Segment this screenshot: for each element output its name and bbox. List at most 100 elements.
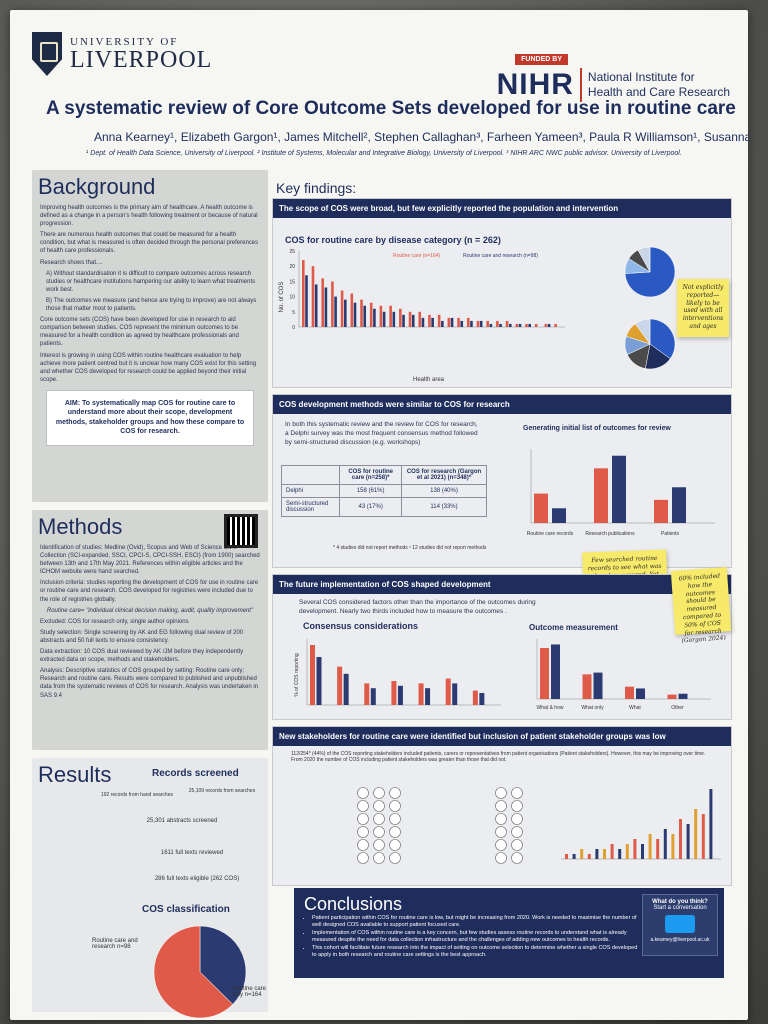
bar <box>437 314 441 327</box>
bar <box>379 305 383 327</box>
bar <box>593 672 603 699</box>
bar <box>428 314 431 327</box>
bar <box>625 686 634 699</box>
bar <box>479 693 485 705</box>
trend-bar <box>648 834 652 859</box>
consensus-title: Consensus considerations <box>303 621 419 631</box>
background-p1: Improving health outcomes is the primary… <box>40 205 258 228</box>
methods-p1: Identification of studies: Medline (Ovid… <box>40 545 260 576</box>
stakeholder-circle <box>357 800 369 812</box>
stakeholder-circle <box>357 813 369 825</box>
authors: Anna Kearney¹, Elizabeth Gargon¹, James … <box>94 130 748 144</box>
university-logo: UNIVERSITY OF LIVERPOOL <box>32 32 212 76</box>
bar <box>334 296 337 327</box>
x-tick-label: What only <box>581 705 604 711</box>
background-p7: Interest is growing in using COS within … <box>40 352 257 383</box>
disease-xlabel: Health area <box>413 377 445 383</box>
stakeholder-circle <box>495 826 507 838</box>
trend-bar <box>663 829 667 859</box>
outcomes-chart-title: Generating initial list of outcomes for … <box>523 425 671 432</box>
bar <box>505 320 509 327</box>
bar <box>445 678 451 705</box>
bar <box>508 323 512 327</box>
funded-by-badge: FUNDED BY <box>515 54 568 65</box>
methods-p2: Inclusion criteria: studies reporting th… <box>40 580 259 603</box>
implementation-text: Several COS considered factors other tha… <box>299 599 536 615</box>
bar <box>331 281 334 327</box>
intervention-pie <box>624 318 676 370</box>
stakeholder-circle <box>495 839 507 851</box>
methods-heading: Methods <box>38 514 123 539</box>
disease-category-chart: No. of COS 0 5 10 15 20 25 <box>279 249 565 331</box>
bar <box>499 323 502 327</box>
trend-bar <box>671 834 675 859</box>
implementation-bar: The future implementation of COS shaped … <box>273 575 731 594</box>
x-tick-label: What & how <box>537 705 564 711</box>
bar <box>582 674 592 699</box>
trend-bar <box>595 849 599 859</box>
bar <box>525 323 528 327</box>
bar <box>552 508 566 523</box>
bar <box>466 317 470 327</box>
hand-searches: 192 records from hand searches <box>101 792 173 798</box>
bar <box>324 287 328 327</box>
stakeholder-circle <box>511 813 523 825</box>
background-p5: B) The outcomes we measure (and hence ar… <box>46 297 257 313</box>
trend-bar <box>633 839 637 859</box>
trend-bar <box>701 814 705 859</box>
stakeholder-circle <box>511 852 523 864</box>
university-line2: LIVERPOOL <box>70 47 213 73</box>
stakeholders-text: 112/254* (44%) of the COS reporting stak… <box>291 751 706 763</box>
outcomes-source-chart: Routine care records Research publication… <box>527 449 715 537</box>
bar <box>612 455 626 523</box>
twitter-icon[interactable] <box>665 915 695 933</box>
bar <box>594 468 608 523</box>
x-tick-label: What <box>629 705 641 711</box>
table-row: Semi-structured discussion 43 (17%) 114 … <box>280 497 487 517</box>
qr-code-icon[interactable] <box>224 514 258 548</box>
stakeholder-circle <box>389 800 401 812</box>
methods-panel: Methods Identification of studies: Medli… <box>32 510 268 750</box>
stakeholder-circle <box>357 839 369 851</box>
bar <box>321 278 325 327</box>
bar <box>418 683 424 705</box>
bar <box>408 311 412 327</box>
trend-bar <box>603 849 606 859</box>
bar <box>460 320 464 327</box>
sticky-note-1: Not explicitly reported—likely to be use… <box>677 279 729 337</box>
y-tick-label: 25 <box>289 249 295 255</box>
stakeholder-circle <box>357 787 369 799</box>
bar <box>373 308 376 327</box>
intervention-slice <box>634 318 651 345</box>
trend-bar <box>709 789 713 859</box>
bar <box>544 323 548 327</box>
key-findings-heading: Key findings: <box>276 180 357 196</box>
scope-bar: The scope of COS were broad, but few exp… <box>273 199 731 218</box>
outcome-measurement-chart: What & how What only What Other <box>537 639 711 711</box>
y-tick-label: 5 <box>292 310 295 316</box>
contact-email[interactable]: a.kearney@liverpool.ac.uk <box>650 937 710 943</box>
outcome-measurement-title: Outcome measurement <box>529 623 618 632</box>
implementation-section: The future implementation of COS shaped … <box>272 567 732 720</box>
stakeholder-circle <box>373 839 385 851</box>
bar <box>353 302 357 327</box>
classification-slice <box>199 925 247 1005</box>
stakeholder-circle <box>389 852 401 864</box>
bar <box>534 493 548 523</box>
bar <box>486 320 489 327</box>
methods-section: COS development methods were similar to … <box>272 394 732 611</box>
y-tick-label: 10 <box>289 295 295 301</box>
sticky-note-3: 60% included how the outcomes should be … <box>670 567 732 645</box>
contact-box[interactable]: What do you think? Start a conversation … <box>642 894 718 956</box>
bar <box>343 673 349 705</box>
stakeholder-circle <box>373 800 385 812</box>
bar <box>418 311 422 327</box>
nihr-name-line1: National Institute for <box>587 70 695 84</box>
bar <box>678 693 688 699</box>
stakeholders-section: New stakeholders for routine care were i… <box>272 726 732 886</box>
methods-table: COS for routine care (n=258)* COS for re… <box>280 465 487 517</box>
stakeholders-trend-chart <box>561 789 721 860</box>
methods-text: In both this systematic review and the r… <box>285 421 478 446</box>
x-tick-label: Routine care records <box>527 531 574 537</box>
trend-bar <box>565 854 568 859</box>
